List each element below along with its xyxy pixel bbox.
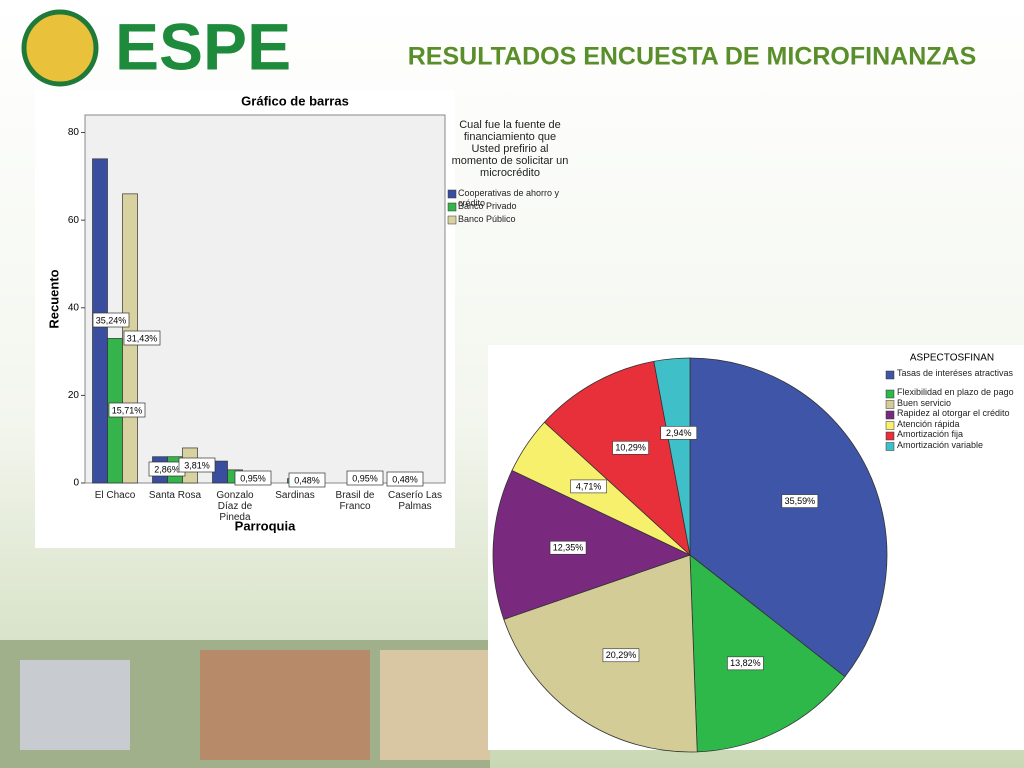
x-tick-label: Brasil de Franco bbox=[335, 490, 375, 512]
legend-swatch bbox=[885, 431, 895, 441]
legend-label: Tasas de interéses atractivas bbox=[897, 368, 1014, 378]
y-tick-label: 60 bbox=[68, 215, 80, 226]
slice-label-box bbox=[612, 440, 649, 455]
legend-label: Flexibilidad en plazo de pago bbox=[897, 387, 1014, 397]
annotation-box bbox=[123, 330, 161, 346]
slice-label: 2,94% bbox=[666, 428, 692, 438]
y-axis-label: Recuento bbox=[46, 269, 61, 328]
annotation-box bbox=[288, 472, 326, 488]
photo-students bbox=[200, 650, 370, 760]
legend-label: Buen servicio bbox=[897, 397, 952, 408]
slice-label: 4,71% bbox=[576, 481, 602, 491]
photo-building bbox=[20, 660, 130, 750]
x-tick-label: Caserío Las Palmas bbox=[388, 490, 442, 512]
slice-label-box bbox=[660, 426, 698, 440]
y-tick-label: 40 bbox=[68, 302, 80, 313]
annotation-box bbox=[346, 470, 384, 486]
plot-area bbox=[84, 114, 446, 484]
y-tick-label: 20 bbox=[68, 390, 80, 401]
slice-label: 13,82% bbox=[730, 658, 761, 668]
slice-label-box bbox=[570, 479, 607, 494]
annotation: 0,95% bbox=[352, 473, 378, 483]
x-tick-label: Santa Rosa bbox=[148, 490, 202, 501]
legend-swatch bbox=[885, 421, 895, 430]
legend-swatch bbox=[447, 202, 457, 212]
logo-text: ESPE bbox=[115, 9, 291, 83]
pie-slice bbox=[653, 357, 691, 556]
slide-title: RESULTADOS ENCUESTA DE MICROFINANZAS bbox=[408, 43, 977, 71]
logo-emblem bbox=[21, 9, 99, 87]
legend-label: Atención rápida bbox=[897, 418, 960, 429]
annotation: 31,43% bbox=[127, 333, 158, 343]
slice-label: 12,35% bbox=[553, 543, 584, 553]
annotation: 3,81% bbox=[184, 460, 210, 470]
annotation-box bbox=[92, 312, 130, 328]
pie-slice bbox=[689, 554, 846, 753]
legend-label: Banco Privado bbox=[458, 201, 517, 211]
legend-swatch bbox=[885, 410, 895, 420]
annotation: 2,86% bbox=[154, 464, 180, 474]
slice-label-box bbox=[781, 494, 819, 508]
slice-label-box bbox=[549, 540, 587, 555]
y-tick-label: 0 bbox=[73, 478, 79, 489]
annotation-box bbox=[178, 457, 216, 473]
pie-slice bbox=[543, 360, 691, 557]
annotation: 0,48% bbox=[392, 474, 418, 484]
slice-label-box bbox=[602, 648, 640, 663]
legend-label: Banco Público bbox=[458, 214, 516, 224]
x-tick-label: El Chaco bbox=[94, 490, 136, 501]
pie-slice bbox=[492, 469, 692, 620]
slice-label: 10,29% bbox=[615, 443, 646, 453]
legend-swatch bbox=[885, 442, 895, 451]
legend-swatch bbox=[885, 389, 895, 399]
slice-label-box bbox=[727, 656, 764, 671]
legend-label: Amortización variable bbox=[897, 439, 984, 450]
chart-title: Gráfico de barras bbox=[241, 93, 349, 108]
annotation: 15,71% bbox=[112, 405, 143, 415]
pie-slice bbox=[503, 554, 698, 753]
legend-title: ASPECTOSFINAN bbox=[910, 353, 994, 364]
annotation-box bbox=[108, 402, 146, 418]
legend-swatch bbox=[885, 400, 895, 409]
legend-label: Amortización fija bbox=[897, 429, 964, 439]
photo-classroom bbox=[380, 650, 490, 760]
annotation: 0,95% bbox=[240, 473, 266, 483]
legend-swatch bbox=[447, 189, 457, 199]
legend-swatch bbox=[885, 370, 895, 380]
slice-label: 35,59% bbox=[785, 496, 816, 506]
pie-slice bbox=[689, 357, 888, 678]
x-tick-label: Gonzalo Díaz de Pineda bbox=[216, 490, 254, 523]
annotation: 35,24% bbox=[96, 315, 127, 325]
legend-title: Cual fue la fuente de financiamiento que… bbox=[451, 119, 569, 179]
x-axis-label: Parroquia bbox=[235, 518, 296, 533]
legend-label: Cooperativas de ahorro y crédito bbox=[458, 188, 560, 208]
legend-label: Rapidez al otorgar el crédito bbox=[897, 408, 1010, 418]
slice-label: 20,29% bbox=[606, 650, 637, 660]
y-tick-label: 80 bbox=[68, 127, 80, 138]
annotation: 0,48% bbox=[294, 475, 320, 485]
annotation-box bbox=[386, 471, 424, 487]
legend-swatch bbox=[447, 215, 457, 225]
x-tick-label: Sardinas bbox=[275, 490, 315, 501]
annotation-box bbox=[234, 470, 272, 486]
